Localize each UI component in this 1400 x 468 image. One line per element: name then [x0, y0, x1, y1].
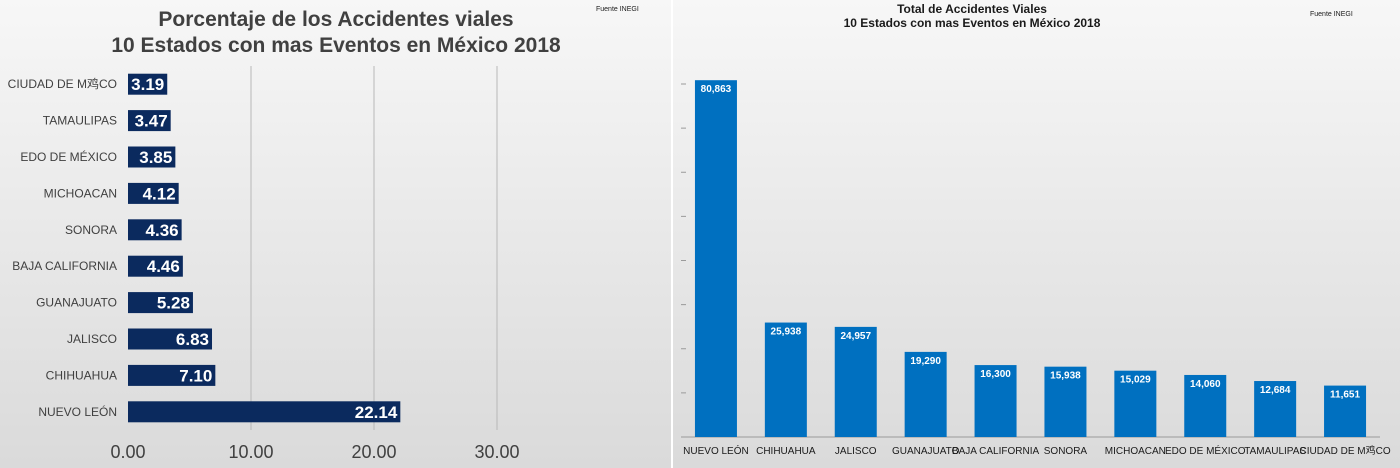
right-category-label: TAMAULIPAS: [1244, 446, 1306, 457]
left-bar: [128, 401, 401, 423]
right-category-label: CIUDAD DE M鸡CO: [1299, 444, 1390, 457]
left-bar: [128, 364, 216, 386]
left-category-label: TAMAULIPAS: [43, 114, 117, 128]
left-bar: [128, 219, 182, 241]
left-bar-value-label: 7.10: [179, 366, 212, 385]
right-chart-title-line2: 10 Estados con mas Eventos en México 201…: [844, 16, 1101, 30]
right-bar-value-label: 25,938: [771, 327, 802, 338]
left-bar-value-label: 4.36: [146, 221, 179, 240]
left-category-label: CHIHUAHUA: [46, 368, 117, 382]
percentage-bar-chart: Porcentaje de los Accidentes viales 10 E…: [8, 6, 639, 462]
right-bar-value-label: 80,863: [701, 84, 732, 95]
right-bar-value-label: 14,060: [1190, 379, 1221, 390]
left-category-label: MICHOACAN: [44, 186, 117, 200]
total-accidents-bar-chart: Total de Accidentes Viales 10 Estados co…: [681, 2, 1391, 457]
right-category-label: SONORA: [1044, 446, 1088, 457]
right-chart-panel: Total de Accidentes Viales 10 Estados co…: [673, 0, 1400, 468]
left-bar: [128, 328, 213, 350]
right-category-label: JALISCO: [835, 446, 877, 457]
right-bar-value-label: 12,684: [1260, 385, 1291, 396]
right-chart-source: Fuente INEGI: [1310, 11, 1353, 18]
left-bar: [128, 182, 179, 204]
right-bar: [904, 351, 947, 437]
right-bar-value-label: 19,290: [910, 356, 941, 367]
right-bar: [1114, 370, 1157, 437]
right-category-label: CHIHUAHUA: [756, 446, 816, 457]
right-bar: [764, 322, 807, 437]
left-bar-value-label: 22.14: [355, 403, 398, 422]
right-bar: [1254, 381, 1297, 437]
right-category-label: MICHOACAN: [1105, 446, 1166, 457]
left-chart-title-line2: 10 Estados con mas Eventos en México 201…: [111, 34, 561, 57]
left-category-label: SONORA: [65, 223, 117, 237]
left-bar: [128, 110, 171, 132]
left-x-tick-label: 20.00: [351, 442, 396, 462]
right-bar-value-label: 11,651: [1330, 390, 1360, 401]
left-x-tick-label: 10.00: [228, 442, 273, 462]
right-bar: [694, 80, 737, 437]
right-category-label: GUANAJUATO: [892, 446, 960, 457]
right-bar: [1184, 374, 1227, 437]
left-chart-source: Fuente INEGI: [596, 6, 639, 13]
left-bar-value-label: 3.85: [139, 148, 172, 167]
right-chart-title-line1: Total de Accidentes Viales: [897, 2, 1047, 16]
left-bar-value-label: 4.46: [147, 257, 180, 276]
right-bar-value-label: 16,300: [980, 369, 1011, 380]
left-bar-value-label: 3.47: [135, 112, 168, 131]
left-chart-panel: Porcentaje de los Accidentes viales 10 E…: [0, 0, 671, 468]
right-category-label: NUEVO LEÓN: [683, 444, 749, 457]
left-category-label: GUANAJUATO: [36, 296, 117, 310]
left-category-label: BAJA CALIFORNIA: [12, 259, 117, 273]
left-bar: [128, 146, 176, 168]
left-bar-value-label: 4.12: [143, 184, 176, 203]
panel-divider: [671, 0, 673, 468]
right-bar-value-label: 24,957: [840, 331, 871, 342]
right-bar: [1324, 385, 1367, 437]
right-bar: [834, 326, 877, 437]
right-bar-value-label: 15,938: [1050, 371, 1081, 382]
right-bar-value-label: 15,029: [1120, 375, 1151, 386]
left-category-label: NUEVO LEÓN: [38, 404, 117, 419]
left-bar: [128, 73, 168, 95]
left-category-label: JALISCO: [67, 332, 117, 346]
left-bar-value-label: 3.19: [131, 75, 164, 94]
left-category-label: EDO DE MÉXICO: [20, 149, 117, 164]
right-bar: [1044, 366, 1087, 437]
left-x-tick-label: 30.00: [474, 442, 519, 462]
left-bar-value-label: 6.83: [176, 330, 209, 349]
left-bar-value-label: 5.28: [157, 294, 190, 313]
left-bar: [128, 255, 183, 277]
right-category-label: EDO DE MÉXICO: [1165, 444, 1246, 457]
left-x-tick-label: 0.00: [110, 442, 145, 462]
left-bar: [128, 292, 193, 314]
right-category-label: BAJA CALIFORNIA: [952, 446, 1040, 457]
left-category-label: CIUDAD DE M鸡CO: [8, 76, 117, 91]
right-bar: [974, 365, 1017, 437]
left-chart-title-line1: Porcentaje de los Accidentes viales: [158, 8, 513, 31]
